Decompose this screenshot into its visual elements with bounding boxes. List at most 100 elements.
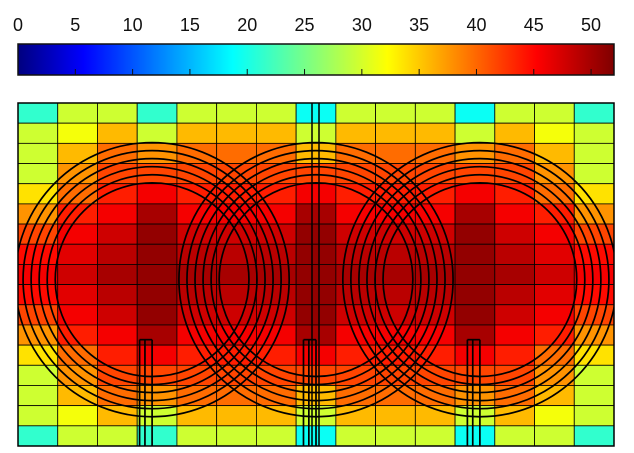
heatmap-cell xyxy=(494,243,535,265)
heatmap-cell xyxy=(255,405,297,427)
heatmap-cell xyxy=(414,102,456,124)
colorbar: 0 5 10 15 20 25 30 35 40 45 50 xyxy=(13,15,615,76)
heatmap-cell xyxy=(573,385,615,407)
heatmap-cell xyxy=(573,364,615,386)
heatmap-cell xyxy=(17,142,59,164)
heatmap-cell xyxy=(534,102,575,124)
heatmap-cell xyxy=(454,264,496,285)
heatmap-cell xyxy=(97,122,138,144)
heatmap-cell xyxy=(216,405,257,427)
heatmap-cell xyxy=(17,122,59,144)
colorbar-tick-label-45: 45 xyxy=(524,15,544,35)
heatmap-cell xyxy=(57,405,98,427)
heatmap-cell xyxy=(375,102,416,124)
heatmap-cell xyxy=(176,223,218,245)
colorbar-tick-label-40: 40 xyxy=(466,15,486,35)
heatmap-cell xyxy=(255,425,297,447)
heatmap-cell xyxy=(375,122,416,144)
heatmap-cell xyxy=(136,243,178,265)
heatmap-cell xyxy=(454,102,496,124)
heatmap-cell xyxy=(295,102,337,124)
heatmap-cell xyxy=(97,243,138,265)
heatmap-cell xyxy=(17,364,59,386)
heatmap-cell xyxy=(97,102,138,124)
heatmap-cell xyxy=(295,142,337,164)
heatmap-cell xyxy=(573,405,615,427)
heatmap-cell xyxy=(295,203,337,225)
heatmap-cell xyxy=(454,385,496,407)
heatmap-cell xyxy=(335,405,377,427)
heatmap-cell xyxy=(136,203,178,225)
heatmap-cell xyxy=(136,102,178,124)
heatmap-cell xyxy=(494,102,535,124)
heatmap-cell xyxy=(534,243,575,265)
heatmap-cell xyxy=(375,405,416,427)
heatmap-cell xyxy=(295,284,337,306)
heatmap-cell xyxy=(136,122,178,144)
heatmap-cell xyxy=(255,264,297,285)
coil-overlay xyxy=(18,103,614,446)
heatmap-cell xyxy=(17,405,59,427)
heatmap-cell xyxy=(57,284,98,306)
heatmap-cell xyxy=(494,284,535,306)
heatmap-cell xyxy=(97,264,138,285)
heatmap-cell xyxy=(335,264,377,285)
heatmap-cell xyxy=(57,425,98,447)
heatmap-cell xyxy=(534,304,575,326)
coil-3 xyxy=(342,141,614,446)
heatmap-cell xyxy=(97,223,138,245)
heatmap-cell xyxy=(97,425,138,447)
heatmap-cell xyxy=(176,425,218,447)
heatmap-cell xyxy=(494,304,535,326)
heatmap-cell xyxy=(534,405,575,427)
heatmap-cell xyxy=(335,425,377,447)
heatmap-cell xyxy=(454,284,496,306)
heatmap-cell xyxy=(97,324,138,346)
heatmap-cell xyxy=(97,284,138,306)
coil-1 xyxy=(18,141,290,446)
heatmap-cell xyxy=(414,425,456,447)
heatmap-cell xyxy=(454,243,496,265)
colorbar-tick-label-25: 25 xyxy=(295,15,315,35)
heatmap-cell xyxy=(573,122,615,144)
heatmap-cell xyxy=(295,122,337,144)
heatmap-cell xyxy=(494,425,535,447)
heatmap-cell xyxy=(454,324,496,346)
heatmap-cell xyxy=(335,223,377,245)
heatmap-cell xyxy=(454,304,496,326)
heatmap-cell xyxy=(494,324,535,346)
heatmap-cell xyxy=(454,344,496,366)
heatmap-cell xyxy=(97,304,138,326)
heatmap-cell xyxy=(573,425,615,447)
heatmap-cell xyxy=(573,163,615,185)
heatmap-cell xyxy=(136,304,178,326)
heatmap-cell xyxy=(136,344,178,366)
heatmap-cell xyxy=(375,284,416,306)
heatmap-cell xyxy=(534,264,575,285)
heatmap-cell xyxy=(534,122,575,144)
heatmap-cell xyxy=(57,122,98,144)
heatmap-cell xyxy=(534,425,575,447)
heatmap-cell xyxy=(17,385,59,407)
heatmap-cell xyxy=(255,223,297,245)
colorbar-tick-label-30: 30 xyxy=(352,15,372,35)
heatmap-cell xyxy=(17,163,59,185)
heatmap-cell xyxy=(136,385,178,407)
heatmap-cell xyxy=(414,223,456,245)
colorbar-tick-label-15: 15 xyxy=(180,15,200,35)
heatmap-cell xyxy=(335,122,377,144)
heatmap-cell xyxy=(216,122,257,144)
heatmap-cell xyxy=(216,425,257,447)
heatmap-cell xyxy=(57,304,98,326)
colorbar-tick-label-5: 5 xyxy=(70,15,80,35)
heatmap-cell xyxy=(136,284,178,306)
heatmap-cell xyxy=(494,264,535,285)
heatmap-cell xyxy=(454,223,496,245)
heatmap-cell xyxy=(255,102,297,124)
heatmap-cell xyxy=(57,102,98,124)
heatmap-cell xyxy=(295,304,337,326)
heatmap-cell xyxy=(216,142,257,164)
heatmap-cell xyxy=(136,223,178,245)
colorbar-ticks xyxy=(17,69,592,75)
